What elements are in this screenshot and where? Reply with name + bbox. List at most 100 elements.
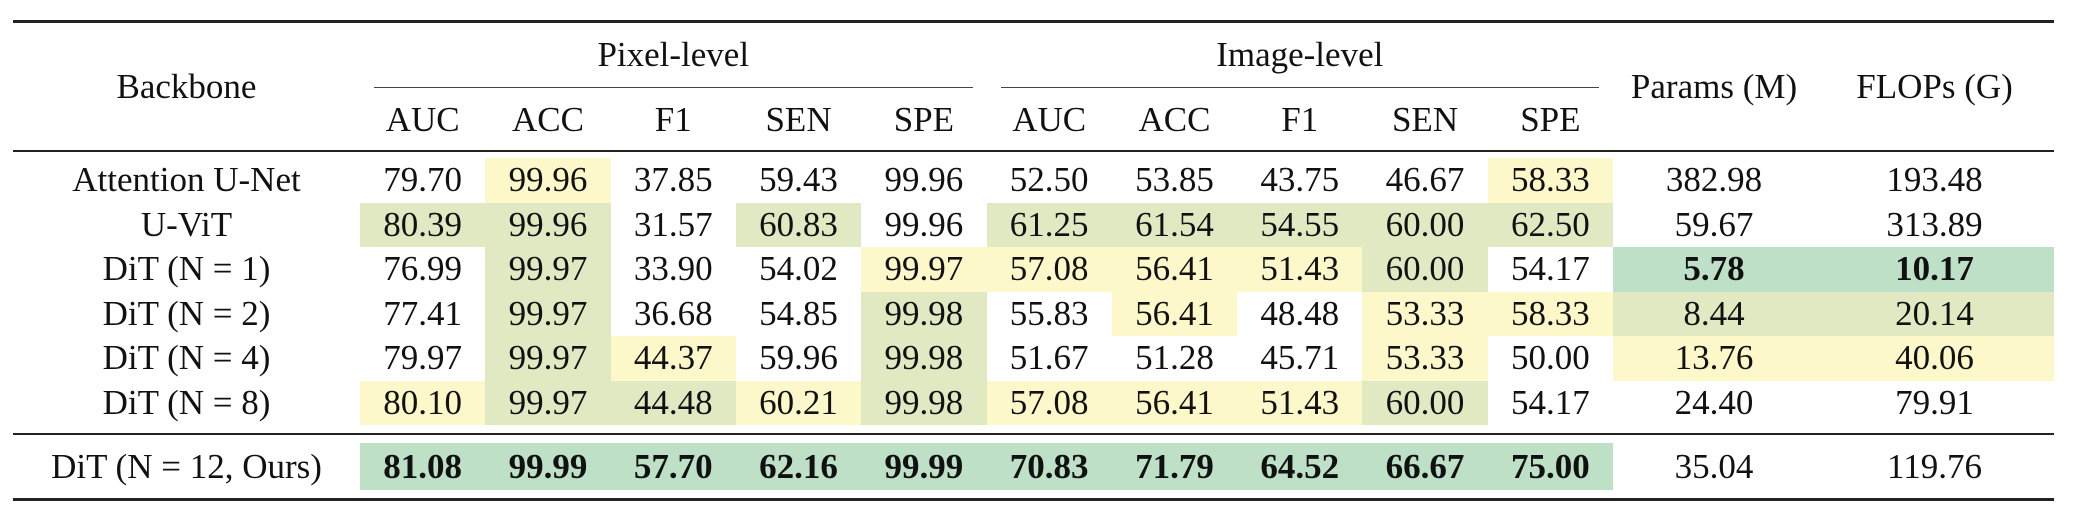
value-cell: 99.96 [884, 204, 964, 244]
value-cell: 99.98 [861, 291, 987, 336]
value-cell: 54.17 [1510, 249, 1590, 289]
header-group: Image-level [987, 22, 1614, 90]
table-row: DiT (N = 1) 76.99 99.97 33.90 54.02 99.97 57.0… [13, 247, 2055, 292]
value-cell: 79.91 [1895, 382, 1974, 422]
value-cell: 36.68 [633, 293, 713, 333]
value-cell: 51.28 [1135, 338, 1214, 378]
value-cell: 59.43 [759, 160, 838, 200]
value-cell: 51.67 [1009, 338, 1089, 378]
value-cell: 99.97 [485, 291, 611, 336]
header-flops: FLOPs (G) [1815, 21, 2055, 152]
value-cell: 48.48 [1260, 293, 1340, 333]
table-row: U-ViT 80.39 99.96 31.57 60.83 99.96 61.25 61.54… [13, 202, 2054, 247]
value-cell: 58.33 [1487, 291, 1614, 336]
value-cell: 54.85 [759, 293, 838, 333]
value-cell: 60.83 [735, 202, 862, 247]
value-cell: 119.76 [1887, 446, 1982, 486]
header-group: Pixel-level [360, 22, 987, 90]
value-cell: 33.90 [633, 249, 713, 289]
value-cell: 31.57 [633, 204, 713, 244]
value-cell: 66.67 [1362, 443, 1488, 490]
value-cell: 99.97 [485, 380, 611, 425]
value-cell: 99.96 [485, 202, 611, 247]
group-label: Image-level [1000, 25, 1600, 88]
header-metric: F1 [1281, 99, 1319, 139]
value-cell: 79.70 [383, 160, 463, 200]
header-metric: AUC [385, 99, 460, 139]
header-metric: AUC [1012, 99, 1087, 139]
value-cell: 62.50 [1487, 202, 1614, 247]
value-cell: 382.98 [1665, 160, 1763, 200]
value-cell: 53.33 [1362, 336, 1488, 381]
backbone-cell: DiT (N = 12, Ours) [51, 446, 322, 486]
value-cell: 76.99 [383, 249, 463, 289]
value-cell: 57.70 [610, 443, 736, 490]
value-cell: 53.85 [1135, 160, 1214, 200]
header-metric: SPE [1520, 99, 1581, 139]
value-cell: 99.96 [884, 160, 964, 200]
value-cell: 44.37 [610, 336, 736, 381]
table-row: Attention U-Net 79.70 99.96 37.85 59.43 99.96… [13, 158, 2054, 203]
value-cell: 59.96 [759, 338, 838, 378]
value-cell: 81.08 [360, 443, 486, 490]
value-cell: 99.97 [485, 336, 611, 381]
value-cell: 45.71 [1260, 338, 1340, 378]
header-metric: F1 [654, 99, 692, 139]
value-cell: 80.10 [360, 380, 486, 425]
value-cell: 99.98 [861, 336, 987, 381]
value-cell: 62.16 [735, 443, 862, 490]
value-cell: 52.50 [1009, 160, 1089, 200]
value-cell: 56.41 [1111, 247, 1238, 292]
value-cell: 40.06 [1815, 336, 2055, 381]
value-cell: 61.25 [986, 202, 1112, 247]
backbone-cell: DiT (N = 1) [102, 249, 271, 289]
value-cell: 13.76 [1613, 336, 1816, 381]
backbone-cell: Attention U-Net [72, 160, 301, 200]
value-cell: 79.97 [383, 338, 463, 378]
value-cell: 44.48 [610, 380, 736, 425]
backbone-cell: DiT (N = 2) [102, 293, 271, 333]
value-cell: 57.08 [986, 380, 1112, 425]
results-table: Backbone Pixel-level Image-level Params … [13, 20, 2055, 501]
header-metric: SEN [1391, 99, 1459, 139]
value-cell: 57.08 [986, 247, 1112, 292]
value-cell: 54.02 [759, 249, 838, 289]
table-row: DiT (N = 12, Ours) 81.08 99.99 57.70 62.16 99… [13, 443, 2054, 490]
value-cell: 75.00 [1487, 443, 1614, 490]
value-cell: 37.85 [633, 160, 713, 200]
value-cell: 71.79 [1111, 443, 1238, 490]
table-row: DiT (N = 4) 79.97 99.97 44.37 59.96 99.98 51.6… [13, 336, 2055, 381]
value-cell: 20.14 [1815, 291, 2055, 336]
value-cell: 51.43 [1237, 247, 1363, 292]
value-cell: 99.97 [485, 247, 611, 292]
backbone-cell: U-ViT [140, 204, 233, 244]
value-cell: 60.21 [735, 380, 862, 425]
group-label: Pixel-level [374, 25, 973, 88]
header-metric: SEN [765, 99, 832, 139]
value-cell: 58.33 [1487, 158, 1614, 203]
backbone-cell: DiT (N = 4) [102, 338, 271, 378]
table-row: DiT (N = 2) 77.41 99.97 36.68 54.85 99.98 55.8… [13, 291, 2055, 336]
header-metric: ACC [511, 99, 584, 139]
value-cell: 61.54 [1111, 202, 1238, 247]
value-cell: 60.00 [1362, 247, 1488, 292]
value-cell: 60.00 [1362, 380, 1488, 425]
value-cell: 70.83 [986, 443, 1112, 490]
value-cell: 50.00 [1510, 338, 1590, 378]
value-cell: 10.17 [1815, 247, 2055, 292]
value-cell: 99.97 [861, 247, 987, 292]
value-cell: 64.52 [1237, 443, 1363, 490]
value-cell: 99.96 [485, 158, 611, 203]
value-cell: 99.98 [861, 380, 987, 425]
value-cell: 54.55 [1237, 202, 1363, 247]
value-cell: 99.99 [485, 443, 611, 490]
value-cell: 24.40 [1674, 382, 1754, 422]
value-cell: 51.43 [1237, 380, 1363, 425]
value-cell: 43.75 [1260, 160, 1340, 200]
value-cell: 53.33 [1362, 291, 1488, 336]
header-params: Params (M) [1613, 21, 1816, 152]
value-cell: 54.17 [1510, 382, 1590, 422]
value-cell: 60.00 [1362, 202, 1488, 247]
value-cell: 35.04 [1674, 446, 1754, 486]
